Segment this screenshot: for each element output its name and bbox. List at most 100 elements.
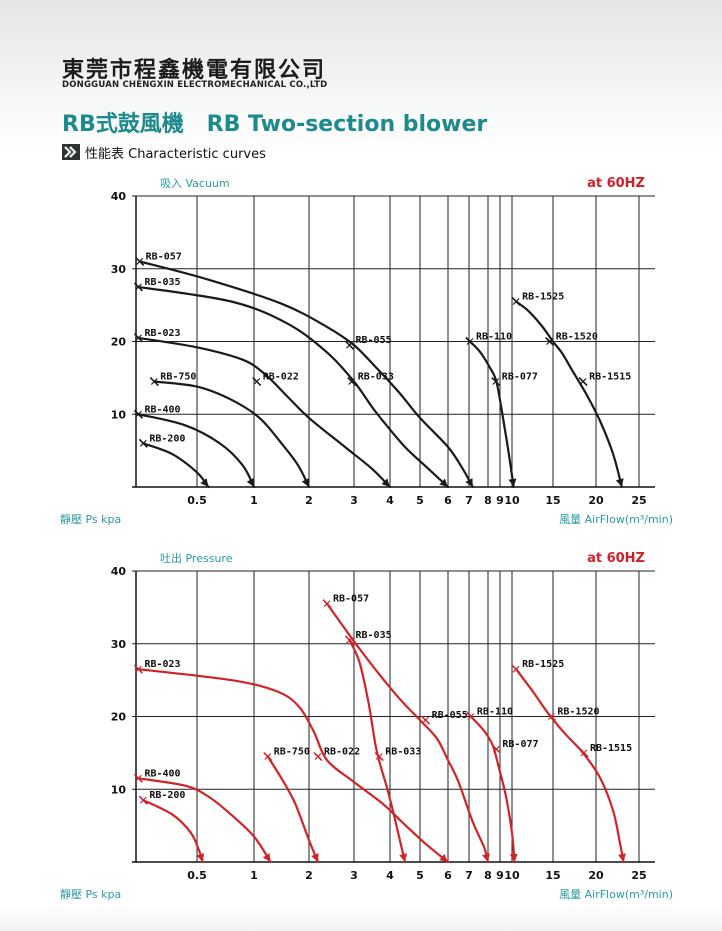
series-curve-rb-1525: [515, 668, 625, 864]
chart-title: 吐出 Pressure: [160, 551, 233, 565]
model-marker: [150, 378, 158, 385]
x-axis-label: 風量 AirFlow(m³/min): [559, 513, 673, 526]
series-curve-rb-057: [138, 260, 474, 489]
curve-arrow-head: [200, 478, 209, 487]
series-curve-rb-400: [137, 413, 256, 489]
x-tick-label: 20: [588, 869, 604, 882]
series-curve-rb-200: [142, 442, 210, 489]
page-title: RB式鼓風機 RB Two-section blower: [62, 112, 488, 137]
frequency-label: at 60HZ: [587, 176, 645, 191]
series-curve-rb-750: [153, 380, 311, 489]
model-marker: [512, 298, 520, 305]
model-marker: [492, 378, 500, 385]
curve-arrow-head: [311, 853, 319, 862]
series-curve-rb-1525: [515, 300, 623, 489]
model-marker: [512, 665, 520, 673]
x-tick-label: 20: [588, 494, 604, 507]
model-label: RB-055: [432, 710, 468, 721]
model-label: RB-055: [356, 335, 392, 346]
chart-title: 吸入 Vacuum: [160, 177, 230, 190]
curve-arrow-head: [399, 853, 408, 862]
curve-arrow-head: [262, 853, 271, 862]
model-marker: [135, 283, 142, 291]
model-marker: [136, 258, 144, 265]
x-tick-label: 7: [465, 869, 473, 882]
x-tick-label: 2: [305, 869, 313, 882]
model-marker: [346, 341, 353, 349]
x-tick-label: 6: [444, 494, 452, 507]
model-marker: [467, 713, 475, 720]
model-label: RB-400: [144, 404, 180, 415]
company-name-english: DONGGUAN CHENGXIN ELECTROMECHANICAL CO.,…: [62, 80, 328, 90]
y-tick-label: 40: [111, 190, 127, 203]
model-label: RB-1525: [522, 291, 564, 302]
series-curve-rb-057: [325, 602, 490, 864]
model-label: RB-033: [385, 747, 421, 758]
y-axis-label: 靜壓 Ps kpa: [60, 887, 121, 901]
model-label: RB-200: [149, 790, 185, 801]
series-curve-rb-023: [137, 336, 392, 489]
x-tick-label: 25: [631, 869, 646, 882]
model-marker: [466, 338, 474, 345]
y-tick-label: 20: [111, 336, 127, 349]
model-label: RB-1525: [522, 659, 564, 670]
model-marker: [135, 410, 142, 418]
curve-arrow-head: [301, 478, 309, 487]
x-tick-label: 8: [484, 494, 492, 507]
pressure-chart: 吐出 Pressure at 60HZ 10 20 30 40 0.5 1 2 3 4 5 6 7 8 9 10…: [0, 545, 722, 905]
x-tick-label: 6: [444, 869, 452, 882]
model-marker: [323, 600, 331, 608]
model-label: RB-750: [274, 747, 310, 758]
model-label: RB-400: [144, 768, 180, 779]
y-tick-label: 10: [111, 783, 127, 796]
x-tick-label: 9: [496, 494, 504, 507]
y-axis-label: 靜壓 Ps kpa: [60, 512, 121, 526]
model-label: RB-035: [144, 277, 180, 288]
model-marker: [314, 753, 322, 760]
model-marker: [135, 665, 142, 673]
header-background: [0, 0, 722, 150]
series-curve-rb-023: [137, 668, 450, 864]
curve-arrow-head: [482, 853, 490, 862]
curve-arrow-head: [439, 853, 448, 862]
footer-background: [0, 905, 722, 931]
model-marker: [253, 378, 261, 385]
model-label: RB-035: [356, 630, 392, 641]
curve-arrow-head: [508, 478, 517, 487]
curve-arrow-head: [618, 853, 626, 862]
model-marker: [264, 753, 272, 760]
curve-arrow-head: [615, 478, 624, 487]
x-tick-label: 5: [416, 494, 424, 507]
x-tick-label: 7: [465, 494, 473, 507]
curve-arrow-head: [246, 478, 254, 487]
model-label: RB-110: [477, 707, 513, 718]
x-tick-label: 5: [416, 869, 424, 882]
model-marker: [135, 334, 142, 342]
curve-arrow-head: [196, 853, 205, 862]
x-tick-label: 1: [250, 494, 258, 507]
y-tick-label: 10: [111, 408, 127, 421]
model-marker: [135, 774, 142, 782]
company-name-chinese: 東莞市程鑫機電有限公司: [62, 58, 327, 83]
model-marker: [348, 378, 356, 385]
model-label: RB-023: [144, 328, 180, 339]
series-curve-rb-110: [469, 715, 516, 864]
x-tick-label: 15: [545, 869, 560, 882]
model-label: RB-057: [146, 251, 182, 262]
model-label: RB-750: [160, 372, 196, 383]
model-marker: [422, 716, 430, 724]
x-tick-label: 8: [484, 869, 492, 882]
series-curve-rb-035: [348, 639, 407, 864]
model-label: RB-1520: [556, 332, 598, 343]
model-marker: [346, 636, 353, 644]
model-marker: [547, 713, 555, 720]
curve-arrow-head: [381, 478, 390, 487]
y-tick-label: 30: [111, 263, 127, 276]
model-marker: [579, 378, 587, 385]
series-curve-rb-400: [137, 777, 272, 864]
model-label: RB-023: [144, 659, 180, 670]
model-label: RB-057: [333, 594, 369, 605]
x-tick-label: 1: [250, 869, 258, 882]
